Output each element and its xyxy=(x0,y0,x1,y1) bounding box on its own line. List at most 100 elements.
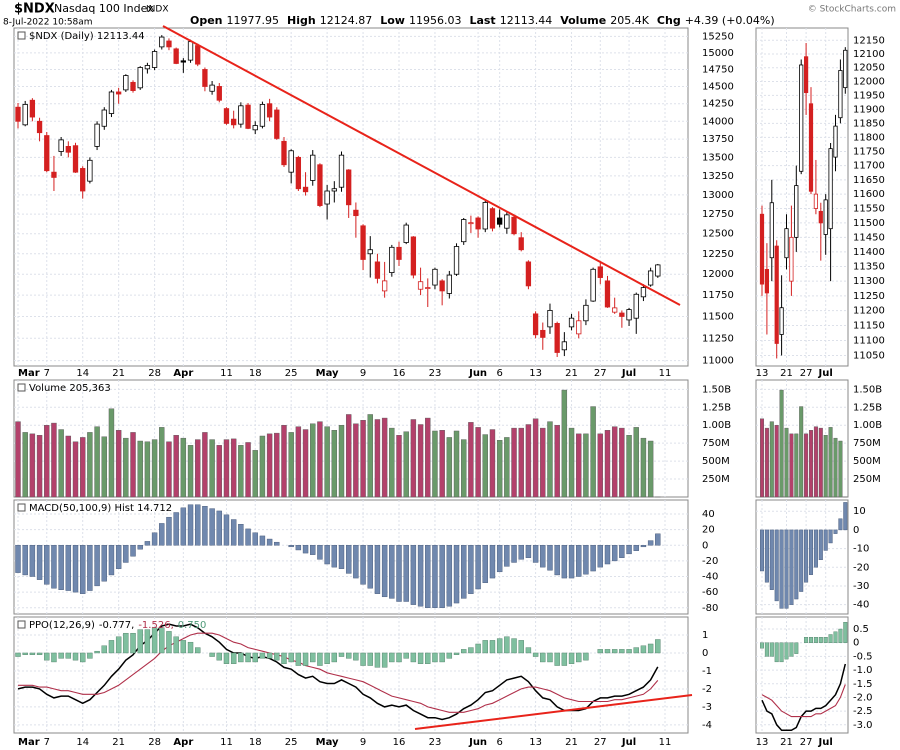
bar xyxy=(79,437,86,498)
bar xyxy=(353,545,359,579)
quote-value: +4.39 (+0.04%) xyxy=(685,14,775,27)
candle-body xyxy=(389,246,395,273)
bar xyxy=(789,642,794,657)
bar xyxy=(108,545,115,576)
y-tick-label: 750M xyxy=(702,438,730,449)
x-tick-label: 14 xyxy=(76,368,89,379)
bar xyxy=(295,545,302,551)
bar xyxy=(130,545,136,557)
bar xyxy=(144,541,151,546)
bar xyxy=(769,421,774,498)
candle-body xyxy=(381,280,388,292)
y-tick-label: 1 xyxy=(702,630,708,641)
bar xyxy=(640,645,647,654)
bar xyxy=(274,541,280,546)
bar xyxy=(583,545,589,575)
candle-body xyxy=(159,36,165,48)
candle-body xyxy=(568,317,575,328)
bar xyxy=(238,445,244,498)
bar xyxy=(302,545,309,554)
y-tick-label: 12000 xyxy=(702,269,734,280)
bar xyxy=(838,518,843,531)
bar xyxy=(496,638,503,654)
bar xyxy=(597,433,603,498)
y-tick-label: 13750 xyxy=(702,134,734,145)
bar xyxy=(94,545,100,587)
bar xyxy=(180,437,187,498)
candle-body xyxy=(317,164,323,206)
plot-area: 1100011250115001175012000122501250012750… xyxy=(13,27,885,748)
bar xyxy=(216,652,222,661)
candle-body xyxy=(647,270,654,286)
bar xyxy=(115,545,122,569)
bar xyxy=(647,540,654,546)
candle-body xyxy=(44,135,50,172)
panel-title-text: $NDX (Daily) 12113.44 xyxy=(29,31,145,42)
bar xyxy=(288,545,294,548)
exchange: INDX xyxy=(146,5,168,15)
y-tick-label: 11850 xyxy=(853,118,885,129)
candle-body xyxy=(838,70,843,119)
x-tick-label: 13 xyxy=(529,737,542,748)
bar xyxy=(640,545,647,548)
bar xyxy=(389,652,395,663)
bar xyxy=(425,652,431,664)
bar xyxy=(58,545,64,590)
candle-body xyxy=(302,186,309,193)
bar xyxy=(432,430,438,498)
bar xyxy=(151,532,158,546)
bar xyxy=(838,440,843,498)
bar xyxy=(576,545,582,577)
bar xyxy=(216,445,222,498)
bar xyxy=(58,652,64,659)
y-tick-label: -10 xyxy=(853,544,869,555)
bar xyxy=(173,435,179,498)
y-tick-label: -20 xyxy=(853,562,869,573)
y-tick-label: 0 xyxy=(853,638,859,649)
x-tick-label: 6 xyxy=(496,368,502,379)
candle-body xyxy=(561,341,568,351)
bar xyxy=(655,533,661,546)
x-tick-label: 25 xyxy=(285,368,298,379)
bar xyxy=(489,429,496,498)
candle-body xyxy=(274,109,280,139)
candle-body xyxy=(612,307,618,313)
bar xyxy=(774,425,779,498)
y-tick-label: 11600 xyxy=(853,189,885,200)
bar xyxy=(446,652,453,659)
candle-body xyxy=(532,313,539,336)
bar xyxy=(561,389,568,498)
bar xyxy=(144,629,151,654)
bar xyxy=(101,436,107,498)
candle-body xyxy=(425,287,431,289)
bar xyxy=(446,545,453,607)
x-tick-label: Jul xyxy=(818,368,833,379)
bar xyxy=(818,427,823,498)
candle-body xyxy=(511,216,517,235)
candle-body xyxy=(590,268,596,302)
candle-body xyxy=(202,69,208,87)
bar xyxy=(15,652,21,657)
bar xyxy=(302,652,309,666)
bar xyxy=(583,652,589,661)
bar xyxy=(504,437,510,498)
bar xyxy=(288,652,294,663)
bar xyxy=(547,545,553,571)
bar xyxy=(94,650,100,654)
bar xyxy=(496,545,503,573)
candle-body xyxy=(281,140,287,166)
bar xyxy=(554,425,560,498)
candle-body xyxy=(604,280,611,308)
symbol-name: Nasdaq 100 Index xyxy=(54,2,154,15)
bar xyxy=(828,427,833,498)
candle-body xyxy=(446,274,452,294)
bar xyxy=(504,636,510,654)
candle-body xyxy=(166,40,172,48)
bar xyxy=(230,438,237,498)
x-tick-label: 21 xyxy=(780,368,793,379)
bar xyxy=(381,652,388,668)
bar xyxy=(583,433,589,498)
copyright: © StockCharts.com xyxy=(808,5,896,15)
panel-icon xyxy=(17,31,26,40)
bar xyxy=(151,439,158,498)
